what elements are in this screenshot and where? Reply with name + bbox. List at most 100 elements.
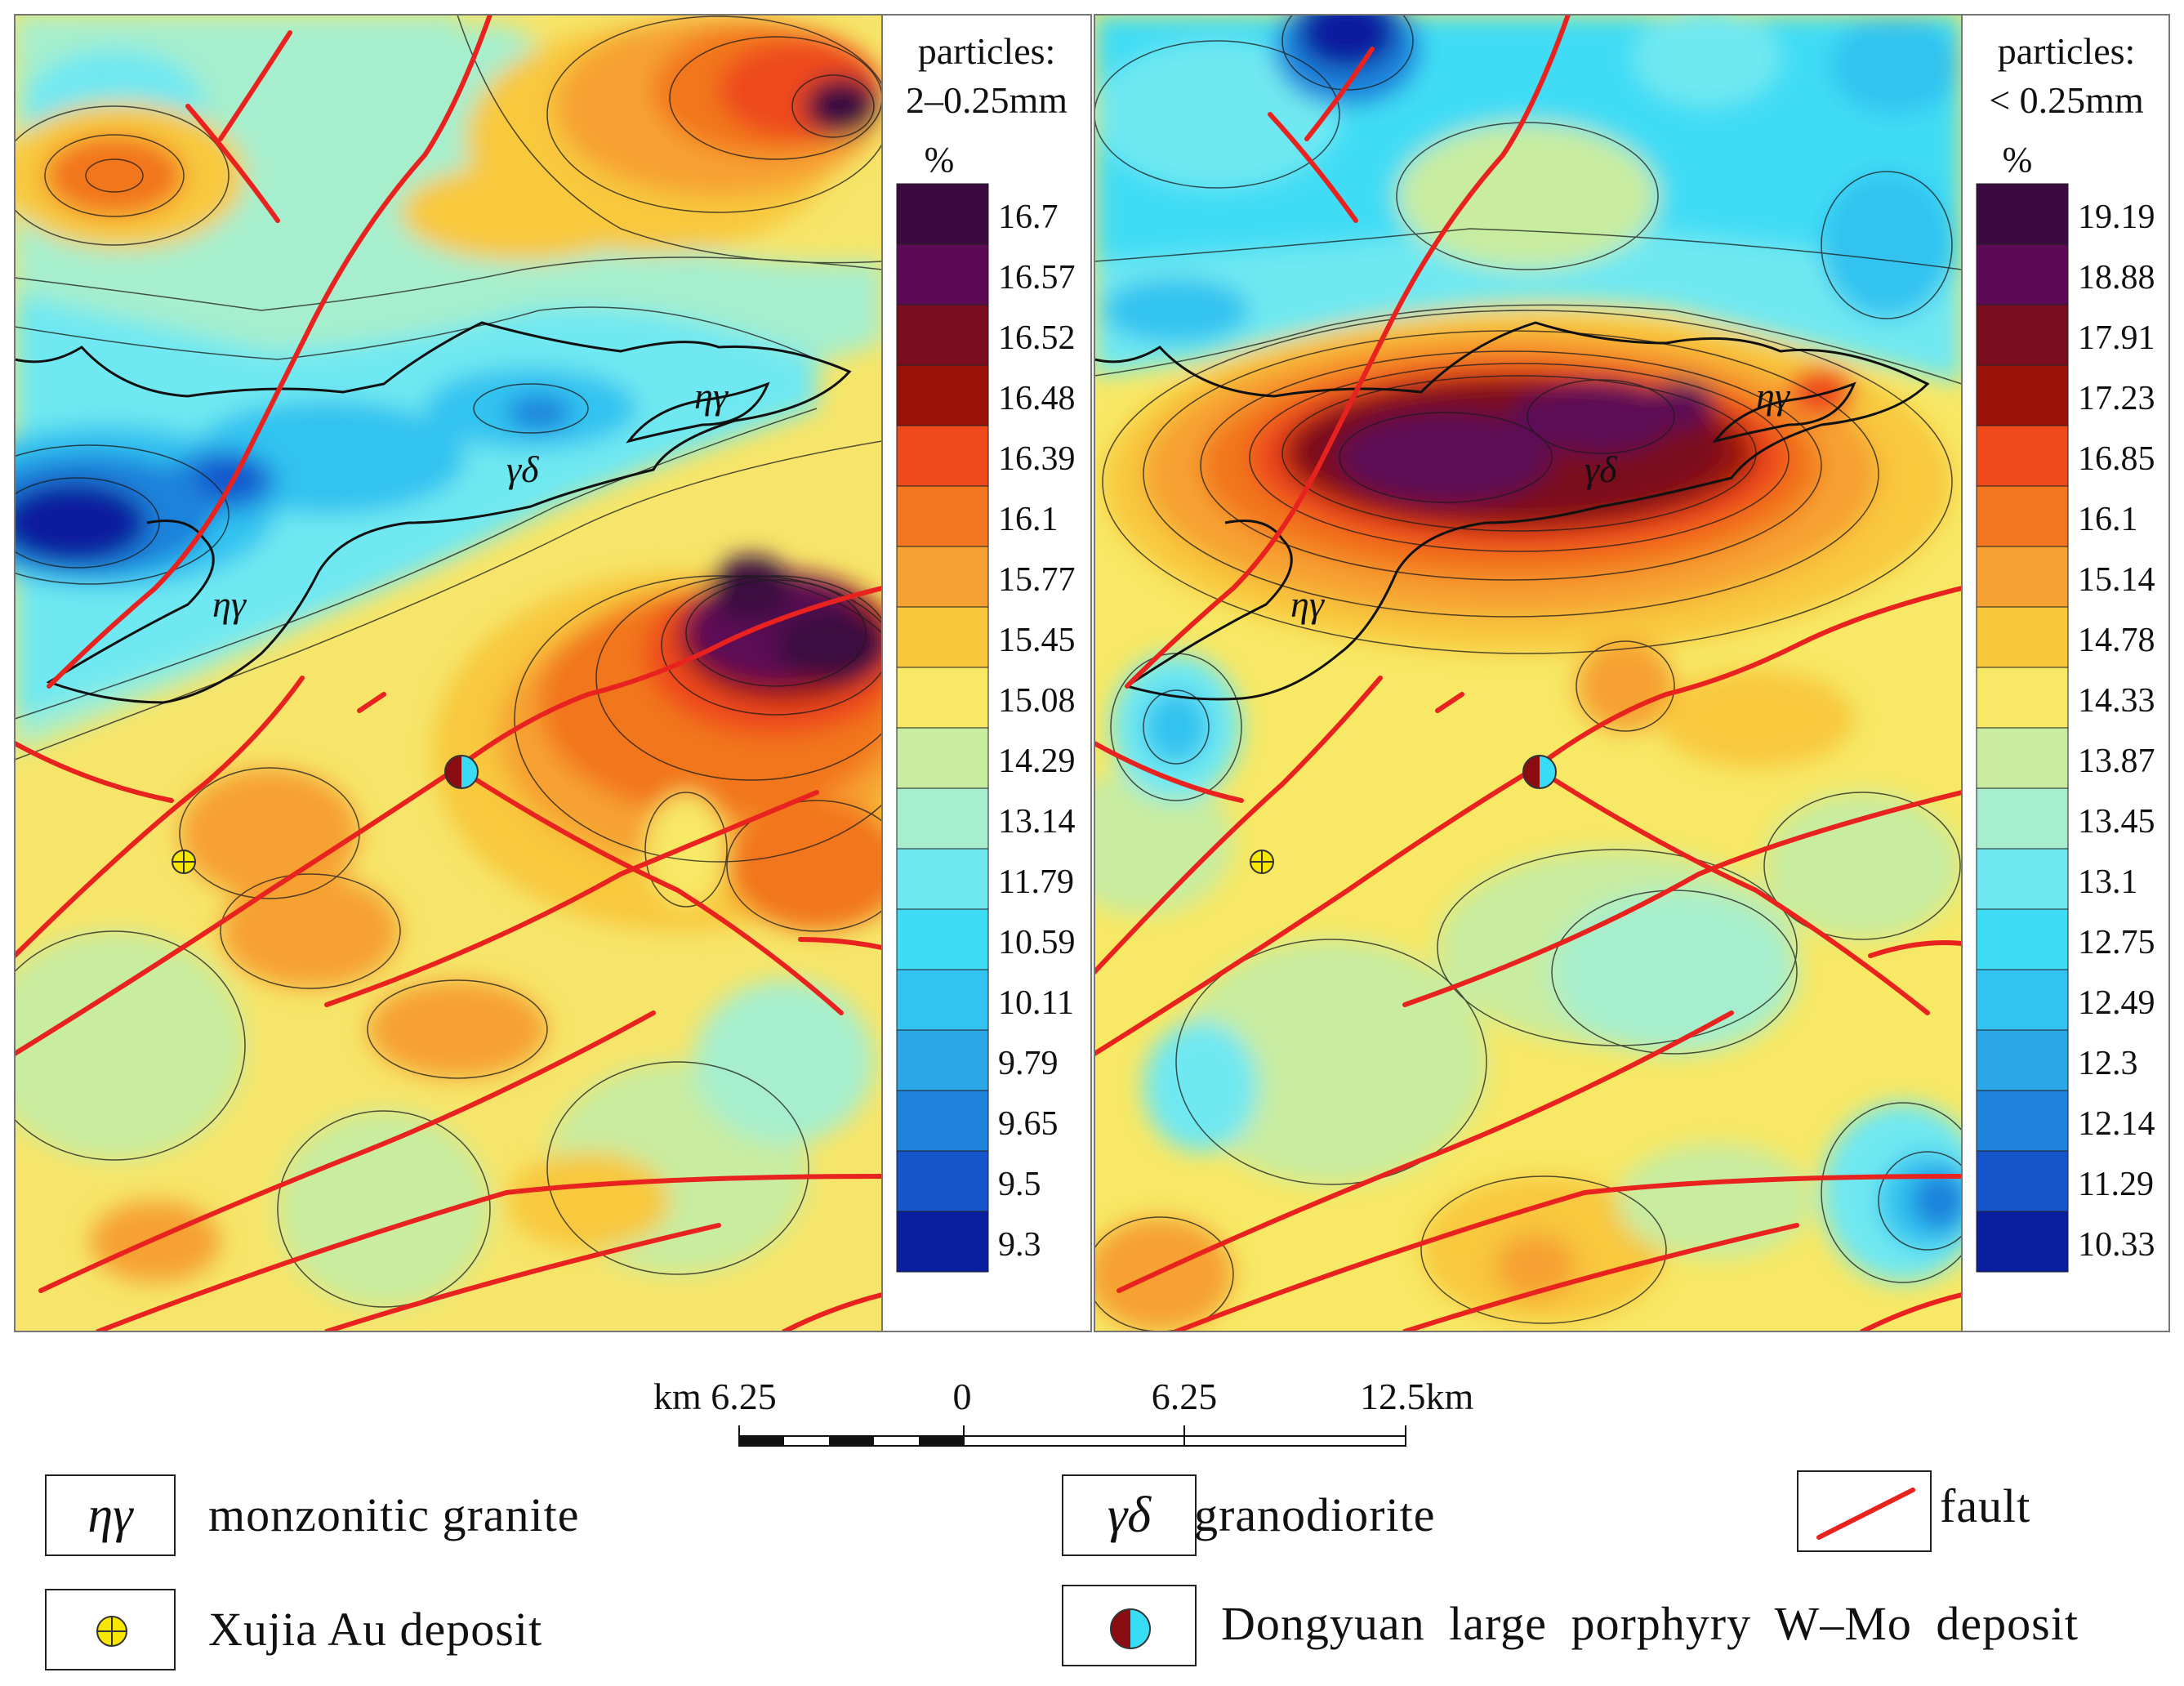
colorbar-tick-label: 16.7	[998, 198, 1059, 236]
colorbar-title-line2-fine: < 0.25mm	[1989, 79, 2144, 121]
colorbar-title-line2: 2–0.25mm	[906, 79, 1067, 121]
legend-xujia-au: Xujia Au deposit	[45, 1589, 698, 1679]
colorbar-swatch	[1976, 969, 2069, 1031]
legend-dongyuan-wmo: Dongyuan large porphyry W–Mo deposit	[1062, 1585, 2124, 1675]
colorbar-unit-fine: %	[2003, 140, 2033, 180]
colorbar-tick-label: 10.59	[998, 924, 1076, 961]
colorbar-title-line1: particles:	[918, 30, 1056, 72]
contour-lines-coarse	[15, 15, 882, 1308]
map-fine-particles: ηγ γδ ηγ particles: < 0.25mm % 19.19 18.8…	[1094, 14, 2170, 1332]
colorbar-swatch	[896, 243, 989, 306]
wmo-deposit-marker-fine	[1522, 755, 1557, 789]
colorbar-swatch	[1976, 848, 2069, 910]
fault-icon	[1816, 1488, 1915, 1540]
gold-deposit-marker	[172, 850, 196, 874]
wmo-deposit-marker	[444, 755, 479, 789]
faults-fine	[1094, 15, 1962, 1331]
legend-label: fault	[1940, 1479, 2031, 1532]
gold-deposit-icon	[96, 1616, 127, 1647]
colorbar-tick-label: 14.78	[2078, 622, 2155, 659]
legend-symbol-box: ηγ	[45, 1474, 176, 1556]
colorbar-tick-label: 10.11	[998, 984, 1074, 1022]
colorbar-swatch	[896, 485, 989, 547]
colorbar-swatch	[1976, 1211, 2069, 1273]
colorbar-swatch	[896, 1211, 989, 1273]
colorbar-swatch	[896, 1090, 989, 1152]
colorbar-tick-label: 16.39	[998, 440, 1076, 478]
colorbar-tick-label: 12.3	[2078, 1045, 2138, 1082]
colorbar-swatch	[1976, 243, 2069, 306]
map-coarse-particles: ηγ γδ ηγ particles: 2–0.25mm % 16.7 16.57…	[14, 14, 1092, 1332]
colorbar-unit: %	[925, 140, 955, 180]
rock-label-gd-fine: γδ	[1585, 448, 1617, 490]
colorbar-swatch	[896, 727, 989, 789]
colorbar-fine: particles: < 0.25mm % 19.19 18.88 17.91 17.…	[1961, 14, 2170, 1332]
colorbar-tick-label: 15.77	[998, 561, 1076, 599]
rock-label-ng-upper: ηγ	[694, 375, 729, 417]
colorbar-tick-label: 11.79	[998, 863, 1074, 901]
colorbar-tick-label: 15.14	[2078, 561, 2155, 599]
colorbar-tick-label: 16.85	[2078, 440, 2155, 478]
colorbar-swatch	[896, 908, 989, 970]
colorbar-swatch	[896, 787, 989, 850]
scale-label-left: km 6.25	[653, 1376, 777, 1417]
colorbar-swatch	[1976, 304, 2069, 366]
faults-coarse	[15, 15, 882, 1331]
colorbar-swatch	[1976, 1150, 2069, 1212]
colorbar-swatch	[1976, 546, 2069, 608]
legend-label: monzonitic granite	[208, 1488, 580, 1541]
granodiorite-symbol: γδ	[1107, 1487, 1152, 1543]
colorbar-swatch	[896, 848, 989, 910]
scale-label-zero: 0	[953, 1376, 972, 1417]
scale-label-right: 12.5km	[1360, 1376, 1474, 1417]
colorbar-swatch	[1976, 606, 2069, 668]
monzonitic-granite-symbol: ηγ	[87, 1487, 133, 1543]
colorbar-tick-label: 19.19	[2078, 198, 2155, 236]
colorbar-swatch	[896, 364, 989, 426]
colorbar-swatch	[1976, 727, 2069, 789]
colorbar-tick-label: 10.33	[2078, 1226, 2155, 1264]
colorbar-swatch	[1976, 364, 2069, 426]
colorbar-tick-label: 18.88	[2078, 259, 2155, 297]
colorbar-title-line1-fine: particles:	[1998, 30, 2136, 72]
colorbar-swatch	[1976, 485, 2069, 547]
legend-label: Dongyuan large porphyry W–Mo deposit	[1221, 1597, 2079, 1650]
legend-label: Xujia Au deposit	[208, 1603, 543, 1656]
colorbar-tick-label: 14.33	[2078, 682, 2155, 720]
contour-field-fine: ηγ γδ ηγ	[1094, 15, 1962, 1331]
colorbar-swatch	[896, 606, 989, 668]
gold-deposit-marker-fine	[1250, 850, 1274, 874]
colorbar-tick-label: 16.1	[2078, 501, 2138, 538]
colorbar-tick-label: 9.79	[998, 1045, 1059, 1082]
colorbar-tick-label: 16.1	[998, 501, 1059, 538]
colorbar-swatch	[1976, 667, 2069, 729]
colorbar-swatch	[896, 183, 989, 245]
legend-symbol-box	[1062, 1585, 1197, 1666]
colorbar-tick-label: 11.29	[2078, 1166, 2154, 1203]
legend-label: granodiorite	[1194, 1488, 1436, 1541]
legend-monzonitic-granite: ηγ monzonitic granite	[45, 1474, 698, 1564]
colorbar-tick-label: 13.87	[2078, 743, 2155, 780]
colorbar-swatch	[1976, 1090, 2069, 1152]
colorbar-tick-label: 17.91	[2078, 319, 2155, 357]
colorbar-swatch	[1976, 908, 2069, 970]
colorbar-coarse: particles: 2–0.25mm % 16.7 16.57 16.52 16.4…	[881, 14, 1092, 1332]
colorbar-tick-label: 15.45	[998, 622, 1076, 659]
scale-label-mid: 6.25	[1152, 1376, 1218, 1417]
colorbar-swatch	[1976, 425, 2069, 487]
legend-symbol-box	[1797, 1470, 1932, 1552]
rock-label-ng-upper-fine: ηγ	[1756, 375, 1791, 417]
scale-bar: km 6.25 0 6.25 12.5km	[653, 1376, 1474, 1447]
colorbar-tick-label: 13.14	[998, 803, 1076, 841]
colorbar-tick-label: 12.14	[2078, 1105, 2155, 1143]
colorbar-tick-label: 16.52	[998, 319, 1076, 357]
legend-fault: fault	[1797, 1470, 2140, 1560]
colorbar-swatch	[1976, 183, 2069, 245]
wmo-deposit-icon	[1110, 1608, 1151, 1649]
colorbar-swatch	[896, 425, 989, 487]
contour-field-coarse: ηγ γδ ηγ	[15, 15, 882, 1331]
colorbar-swatch	[1976, 1029, 2069, 1091]
colorbar-tick-label: 16.48	[998, 380, 1076, 417]
colorbar-tick-label: 12.75	[2078, 924, 2155, 961]
